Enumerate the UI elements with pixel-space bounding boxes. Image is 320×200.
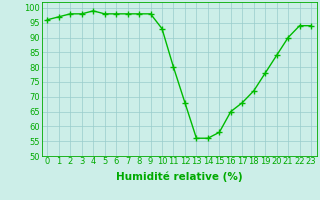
X-axis label: Humidité relative (%): Humidité relative (%) (116, 172, 243, 182)
